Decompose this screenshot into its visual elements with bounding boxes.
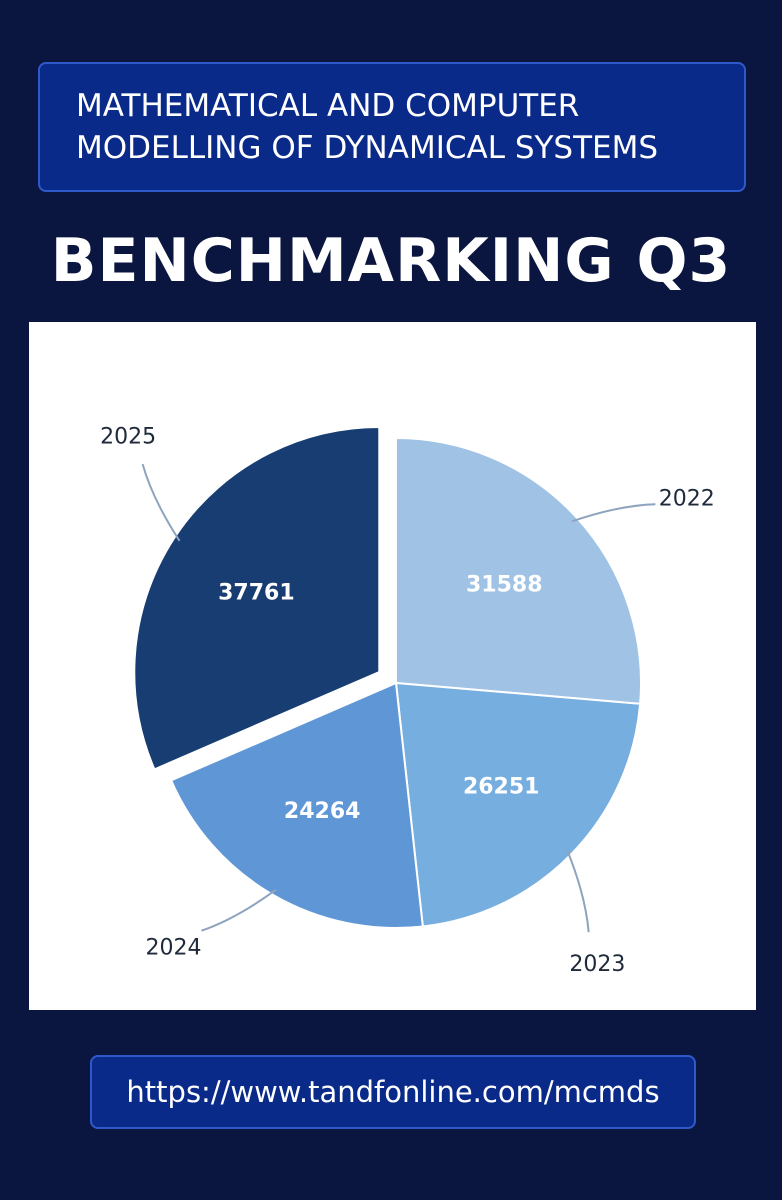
value-label-2023: 26251 — [463, 775, 540, 800]
journal-name-line-2: MODELLING OF DYNAMICAL SYSTEMS — [76, 130, 659, 166]
pie-slice-2025 — [133, 426, 381, 771]
pie-slice-2023 — [394, 681, 642, 928]
chart-panel: 31588 2022 26251 2023 24264 2024 37761 2025 — [29, 322, 756, 1010]
journal-url-link[interactable]: https://www.tandfonline.com/mcmds — [126, 1075, 660, 1109]
journal-name-line-1: MATHEMATICAL AND COMPUTER — [76, 88, 580, 124]
leader-line-2022 — [571, 503, 656, 523]
leader-line-2023 — [566, 849, 590, 933]
journal-url-box[interactable]: https://www.tandfonline.com/mcmds — [90, 1055, 696, 1129]
category-label-2025: 2025 — [100, 424, 156, 449]
category-label-2023: 2023 — [569, 952, 625, 977]
pie-slice-2022 — [395, 436, 642, 705]
pie-chart: 31588 2022 26251 2023 24264 2024 37761 2025 — [100, 424, 715, 977]
value-label-2024: 24264 — [284, 799, 361, 824]
category-label-2022: 2022 — [659, 486, 715, 511]
poster-title: BENCHMARKING Q3 — [50, 226, 732, 296]
leader-line-2025 — [141, 463, 181, 542]
leader-line-2024 — [201, 888, 277, 932]
value-label-2025: 37761 — [218, 580, 295, 605]
journal-name-banner: MATHEMATICAL AND COMPUTER MODELLING OF D… — [38, 62, 746, 192]
category-label-2024: 2024 — [146, 936, 202, 961]
pie-slice-2024 — [169, 681, 424, 929]
value-label-2022: 31588 — [466, 573, 543, 598]
